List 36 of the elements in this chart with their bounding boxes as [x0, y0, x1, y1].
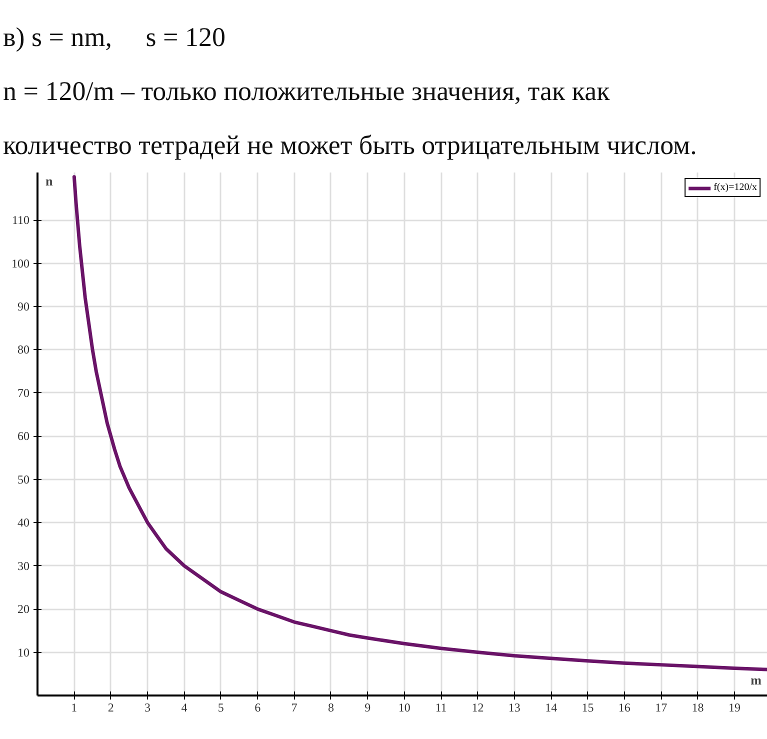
y-axis-title: n — [46, 174, 54, 188]
x-tick-label: 9 — [364, 700, 371, 714]
x-tick-label: 3 — [144, 700, 151, 714]
x-axis-title: m — [750, 672, 762, 688]
x-tick-label: 19 — [728, 700, 740, 714]
x-tick-label: 5 — [218, 700, 224, 714]
x-tick-label: 6 — [254, 700, 261, 714]
x-tick-label: 11 — [435, 700, 447, 714]
text: в) s = nm, s = 120 — [3, 21, 226, 54]
x-tick-label: 16 — [618, 700, 630, 714]
y-tick-label: 80 — [18, 342, 30, 357]
text: n = 120/m – только положительные значения, так как количество тетрадей не может быть отрицательным числом. — [3, 75, 698, 162]
x-tick-label: 15 — [582, 700, 594, 714]
y-tick-label: 110 — [12, 213, 30, 228]
x-tick-label: 8 — [328, 700, 334, 714]
x-tick-label: 2 — [108, 700, 114, 714]
line-series — [72, 175, 767, 672]
y-tick-label: 70 — [18, 386, 30, 400]
x-tick-label: 7 — [291, 700, 298, 714]
y-tick-label: 30 — [18, 558, 30, 573]
y-tick-label: 100 — [12, 256, 30, 270]
x-tick-label: 1 — [71, 700, 78, 714]
y-tick-label: 40 — [18, 516, 30, 530]
x-tick-label: 12 — [472, 700, 484, 714]
y-tick-label: 20 — [18, 602, 30, 616]
legend-label: f(x)=120/x — [714, 182, 757, 193]
x-tick-label: 13 — [508, 700, 520, 714]
x-tick-label: 17 — [655, 700, 668, 714]
x-tick-label: 14 — [545, 700, 558, 714]
x-tick-label: 10 — [398, 700, 410, 714]
x-tick-label: 18 — [692, 700, 704, 714]
y-tick-label: 50 — [18, 472, 30, 486]
y-tick-label: 10 — [18, 645, 30, 660]
x-tick-label: 4 — [181, 700, 188, 714]
y-tick-label: 60 — [18, 429, 30, 444]
y-tick-label: 90 — [18, 299, 30, 314]
